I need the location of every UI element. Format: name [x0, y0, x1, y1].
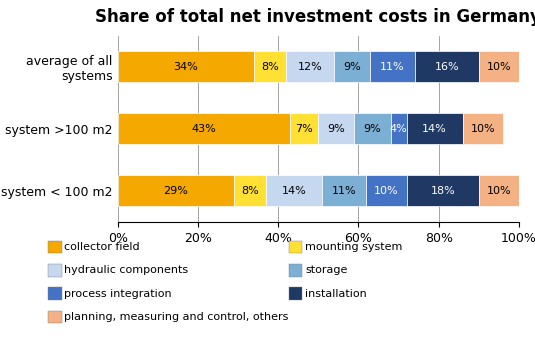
Text: 34%: 34% [173, 62, 198, 72]
Text: mounting system: mounting system [305, 242, 402, 252]
Text: 10%: 10% [470, 124, 495, 134]
Text: 11%: 11% [380, 62, 405, 72]
Text: 10%: 10% [374, 186, 399, 196]
Text: 11%: 11% [332, 186, 357, 196]
Bar [118, 175, 234, 207]
Text: 43%: 43% [192, 124, 216, 134]
Bar [370, 51, 415, 82]
Text: 10%: 10% [486, 186, 511, 196]
Text: 12%: 12% [298, 62, 323, 72]
Text: 14%: 14% [282, 186, 307, 196]
Text: storage: storage [305, 265, 347, 275]
Text: 29%: 29% [164, 186, 188, 196]
Bar [407, 175, 479, 207]
Bar [479, 51, 519, 82]
Text: 10%: 10% [486, 62, 511, 72]
Bar [391, 113, 407, 144]
Text: collector field: collector field [64, 242, 140, 252]
Text: 9%: 9% [327, 124, 345, 134]
Bar [407, 113, 463, 144]
Bar [290, 113, 318, 144]
Text: 8%: 8% [241, 186, 259, 196]
Bar [266, 175, 322, 207]
Bar [322, 175, 366, 207]
Text: planning, measuring and control, others: planning, measuring and control, others [64, 312, 288, 322]
Text: 14%: 14% [422, 124, 447, 134]
Bar [286, 51, 334, 82]
Bar [366, 175, 407, 207]
Text: 16%: 16% [434, 62, 459, 72]
Text: 9%: 9% [343, 62, 361, 72]
Bar [334, 51, 370, 82]
Text: installation: installation [305, 289, 366, 299]
Bar [254, 51, 286, 82]
Bar [234, 175, 266, 207]
Bar [479, 175, 519, 207]
Text: process integration: process integration [64, 289, 172, 299]
Text: 4%: 4% [389, 124, 408, 134]
Title: Share of total net investment costs in Germany: Share of total net investment costs in G… [95, 8, 535, 26]
Bar [118, 113, 290, 144]
Bar [118, 51, 254, 82]
Text: 18%: 18% [430, 186, 455, 196]
Bar [318, 113, 354, 144]
Text: hydraulic components: hydraulic components [64, 265, 188, 275]
Text: 7%: 7% [295, 124, 313, 134]
Bar [415, 51, 479, 82]
Text: 9%: 9% [364, 124, 381, 134]
Bar [463, 113, 503, 144]
Text: 8%: 8% [261, 62, 279, 72]
Bar [354, 113, 391, 144]
